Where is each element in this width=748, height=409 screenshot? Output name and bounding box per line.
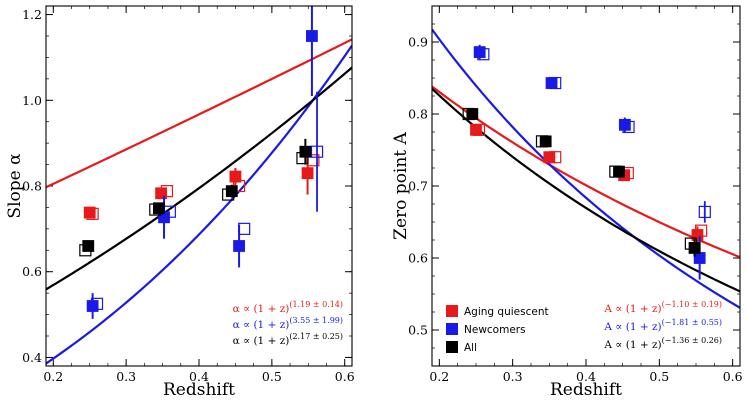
x-tick-label: 0.4 [189, 369, 209, 384]
fit-line-aging-quiescent [46, 38, 352, 189]
plot-frame [45, 5, 353, 367]
filled-marker-all [613, 165, 625, 178]
fit-formula-exponent: (2.17 ± 0.25) [289, 332, 343, 341]
fit-line-all [432, 87, 740, 293]
filled-marker-aging-quiescent [691, 229, 704, 241]
left-panel-slope: 0.2 0.3 0.4 0.5 0.6 0.4 0.6 0.8 1.0 1.2 Redshift Sl… [5, 5, 355, 400]
filled-marker-newcomers [306, 30, 318, 42]
x-tick-label: 0.6 [335, 369, 355, 384]
fit-formula: A ∝ (1 + z)(−1.81 ± 0.55) [603, 318, 722, 333]
right-panel-zero-point: 0.2 0.3 0.4 0.5 0.6 0.5 0.6 0.7 0.8 0.9 Redshift Ze… [391, 5, 743, 400]
x-tick-label: 0.6 [723, 369, 743, 384]
fit-formula-base: A ∝ (1 + z) [603, 321, 661, 333]
y-tick-label: 0.8 [408, 107, 428, 122]
x-axis-label: Redshift [550, 380, 622, 400]
legend-label: Aging quiescent [464, 306, 549, 318]
legend-label: Newcomers [464, 324, 526, 336]
x-tick-label: 0.3 [503, 369, 523, 384]
x-tick-label: 0.2 [43, 369, 63, 384]
fit-formula-base: A ∝ (1 + z) [603, 303, 661, 315]
x-axis-label: Redshift [163, 380, 235, 400]
x-tick-label: 0.5 [262, 369, 282, 384]
fit-formula-base: A ∝ (1 + z) [603, 339, 661, 351]
x-tick-label: 0.3 [116, 369, 136, 384]
filled-marker-all [82, 240, 95, 252]
fit-formula: α ∝ (1 + z)(1.19 ± 0.14) [233, 300, 343, 315]
fit-formula-exponent: (−1.36 ± 0.26) [662, 336, 722, 345]
filled-marker-newcomers [233, 240, 245, 252]
fit-line-aging-quiescent [432, 85, 740, 259]
filled-marker-all [688, 242, 701, 254]
plot-area [46, 6, 352, 365]
y-tick-label: 1.0 [22, 93, 42, 108]
y-tick-label: 0.9 [408, 35, 428, 50]
x-tick-label: 0.5 [649, 369, 669, 384]
y-tick-label: 0.6 [22, 264, 42, 279]
fit-formula-exponent: (3.55 ± 1.99) [289, 316, 343, 325]
x-tick-label: 0.2 [429, 369, 449, 384]
fit-formula: A ∝ (1 + z)(−1.36 ± 0.26) [603, 336, 722, 351]
y-tick-label: 0.7 [408, 179, 428, 194]
fit-line-newcomers [46, 44, 352, 365]
filled-marker-aging-quiescent [83, 206, 96, 219]
open-marker-newcomers [698, 205, 711, 219]
filled-marker-aging-quiescent [543, 151, 556, 164]
filled-marker-all [466, 108, 479, 120]
y-tick-label: 0.8 [22, 179, 42, 194]
y-axis-label: Slope α [5, 153, 25, 219]
open-marker-newcomers [238, 222, 251, 235]
filled-marker-newcomers [473, 46, 486, 58]
open-marker-newcomers [310, 145, 324, 158]
filled-marker-aging-quiescent [229, 170, 242, 183]
y-tick-label: 0.4 [22, 350, 42, 365]
legend-swatch-newcomers [446, 323, 458, 335]
fit-formula-base: α ∝ (1 + z) [233, 335, 290, 347]
fit-formula: A ∝ (1 + z)(−1.10 ± 0.19) [603, 300, 722, 315]
fit-formula: α ∝ (1 + z)(2.17 ± 0.25) [233, 332, 343, 347]
filled-marker-newcomers [693, 252, 706, 264]
filled-marker-aging-quiescent [155, 187, 168, 200]
y-tick-label: 0.6 [408, 251, 428, 266]
filled-marker-aging-quiescent [470, 123, 482, 136]
legend-label: All [464, 342, 477, 354]
filled-marker-newcomers [545, 77, 558, 89]
filled-marker-all [299, 145, 312, 158]
y-tick-label: 1.2 [22, 7, 42, 22]
x-tick-label: 0.4 [576, 369, 596, 384]
fit-formula-exponent: (−1.10 ± 0.19) [662, 300, 722, 309]
filled-marker-newcomers [618, 118, 631, 131]
legend-swatch-aging-quiescent [446, 305, 458, 317]
fit-formula-base: α ∝ (1 + z) [233, 319, 290, 331]
fit-line-newcomers [432, 28, 740, 309]
fit-formula-exponent: (1.19 ± 0.14) [289, 300, 343, 309]
fit-line-all [46, 66, 352, 291]
filled-marker-newcomers [86, 300, 99, 312]
fit-formula: α ∝ (1 + z)(3.55 ± 1.99) [233, 316, 343, 331]
y-tick-label: 0.5 [408, 323, 428, 338]
plot-area [432, 28, 740, 309]
filled-marker-all [539, 135, 552, 148]
legend-swatch-all [446, 341, 458, 353]
plot-frame [431, 5, 741, 367]
fit-formula-exponent: (−1.81 ± 0.55) [662, 318, 722, 327]
filled-marker-aging-quiescent [301, 167, 314, 180]
filled-marker-all [225, 185, 238, 198]
y-axis-label: Zero point A [391, 131, 411, 239]
filled-marker-all [153, 202, 165, 215]
fit-formula-base: α ∝ (1 + z) [233, 303, 290, 315]
